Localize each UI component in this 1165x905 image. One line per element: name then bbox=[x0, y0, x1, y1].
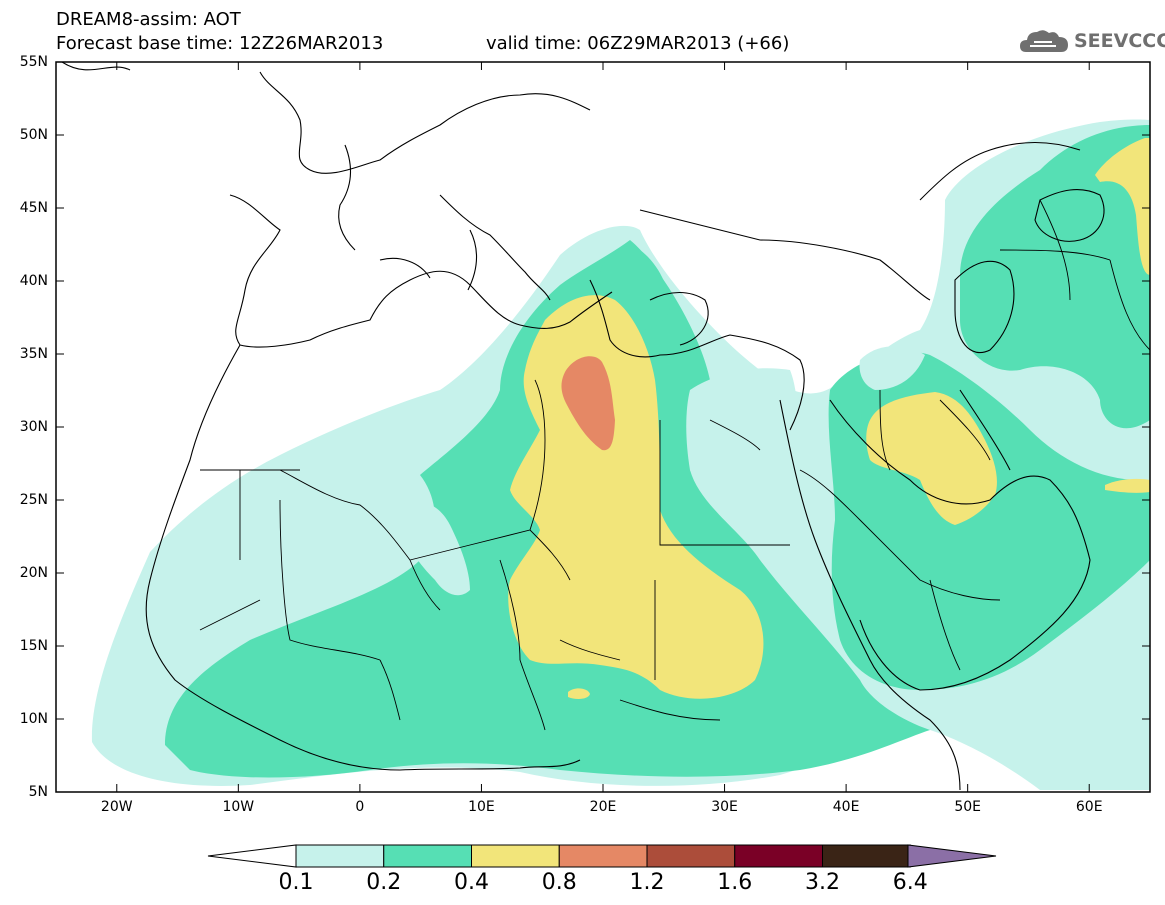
lat-label: 10N bbox=[19, 711, 48, 727]
lon-label: 40E bbox=[832, 799, 860, 815]
lat-label: 5N bbox=[28, 784, 48, 800]
colorbar-swatch bbox=[646, 844, 736, 868]
colorbar-right-arrow bbox=[907, 844, 997, 868]
lon-label: 60E bbox=[1075, 799, 1103, 815]
colorbar-label: 3.2 bbox=[805, 870, 840, 895]
forecast-base-time: Forecast base time: 12Z26MAR2013 bbox=[56, 33, 384, 54]
lat-label: 15N bbox=[19, 638, 48, 654]
colorbar-swatch bbox=[558, 844, 648, 868]
seevccc-logo: SEEVCCC bbox=[1018, 24, 1165, 58]
lat-label: 45N bbox=[19, 200, 48, 216]
lat-label: 40N bbox=[19, 273, 48, 289]
cloud-logo-icon bbox=[1020, 30, 1068, 52]
axis-ticks bbox=[56, 61, 1150, 793]
colorbar bbox=[207, 844, 997, 868]
coastlines bbox=[61, 62, 1105, 791]
lon-label: 50E bbox=[954, 799, 981, 815]
colorbar-swatch bbox=[471, 844, 560, 868]
aot-field bbox=[91, 119, 1150, 790]
colorbar-label: 6.4 bbox=[892, 870, 928, 895]
lon-label: 20E bbox=[589, 799, 617, 815]
lon-label: 30E bbox=[711, 799, 738, 815]
colorbar-label: 0.2 bbox=[366, 870, 402, 895]
colorbar-label: 1.2 bbox=[629, 870, 665, 895]
lon-label: 0 bbox=[355, 799, 365, 815]
colorbar-label: 1.6 bbox=[717, 870, 753, 895]
lat-label: 30N bbox=[19, 419, 48, 435]
chart-title: DREAM8-assim: AOT bbox=[56, 9, 241, 30]
colorbar-swatch bbox=[295, 844, 385, 868]
colorbar-swatch bbox=[383, 844, 472, 868]
lat-label: 25N bbox=[19, 492, 48, 508]
logo-text: SEEVCCC bbox=[1074, 30, 1165, 52]
colorbar-label: 0.8 bbox=[541, 870, 577, 895]
valid-time: valid time: 06Z29MAR2013 (+66) bbox=[486, 33, 790, 54]
aot-band-0.8 bbox=[561, 356, 615, 451]
colorbar-boxes bbox=[295, 844, 911, 868]
colorbar-swatch bbox=[822, 844, 911, 868]
lat-label: 50N bbox=[19, 127, 48, 143]
lat-label: 35N bbox=[19, 346, 48, 362]
lon-label: 10W bbox=[222, 799, 255, 815]
colorbar-label: 0.1 bbox=[278, 870, 314, 895]
lon-label: 20W bbox=[100, 799, 133, 815]
lat-label: 20N bbox=[19, 565, 48, 581]
lat-label: 55N bbox=[19, 54, 48, 70]
lon-label: 10E bbox=[468, 799, 495, 815]
colorbar-label: 0.4 bbox=[454, 870, 489, 895]
colorbar-left-arrow bbox=[207, 844, 297, 868]
aot-band-0.1-patches bbox=[400, 346, 925, 596]
country-borders bbox=[199, 199, 1150, 731]
colorbar-swatch bbox=[734, 844, 823, 868]
